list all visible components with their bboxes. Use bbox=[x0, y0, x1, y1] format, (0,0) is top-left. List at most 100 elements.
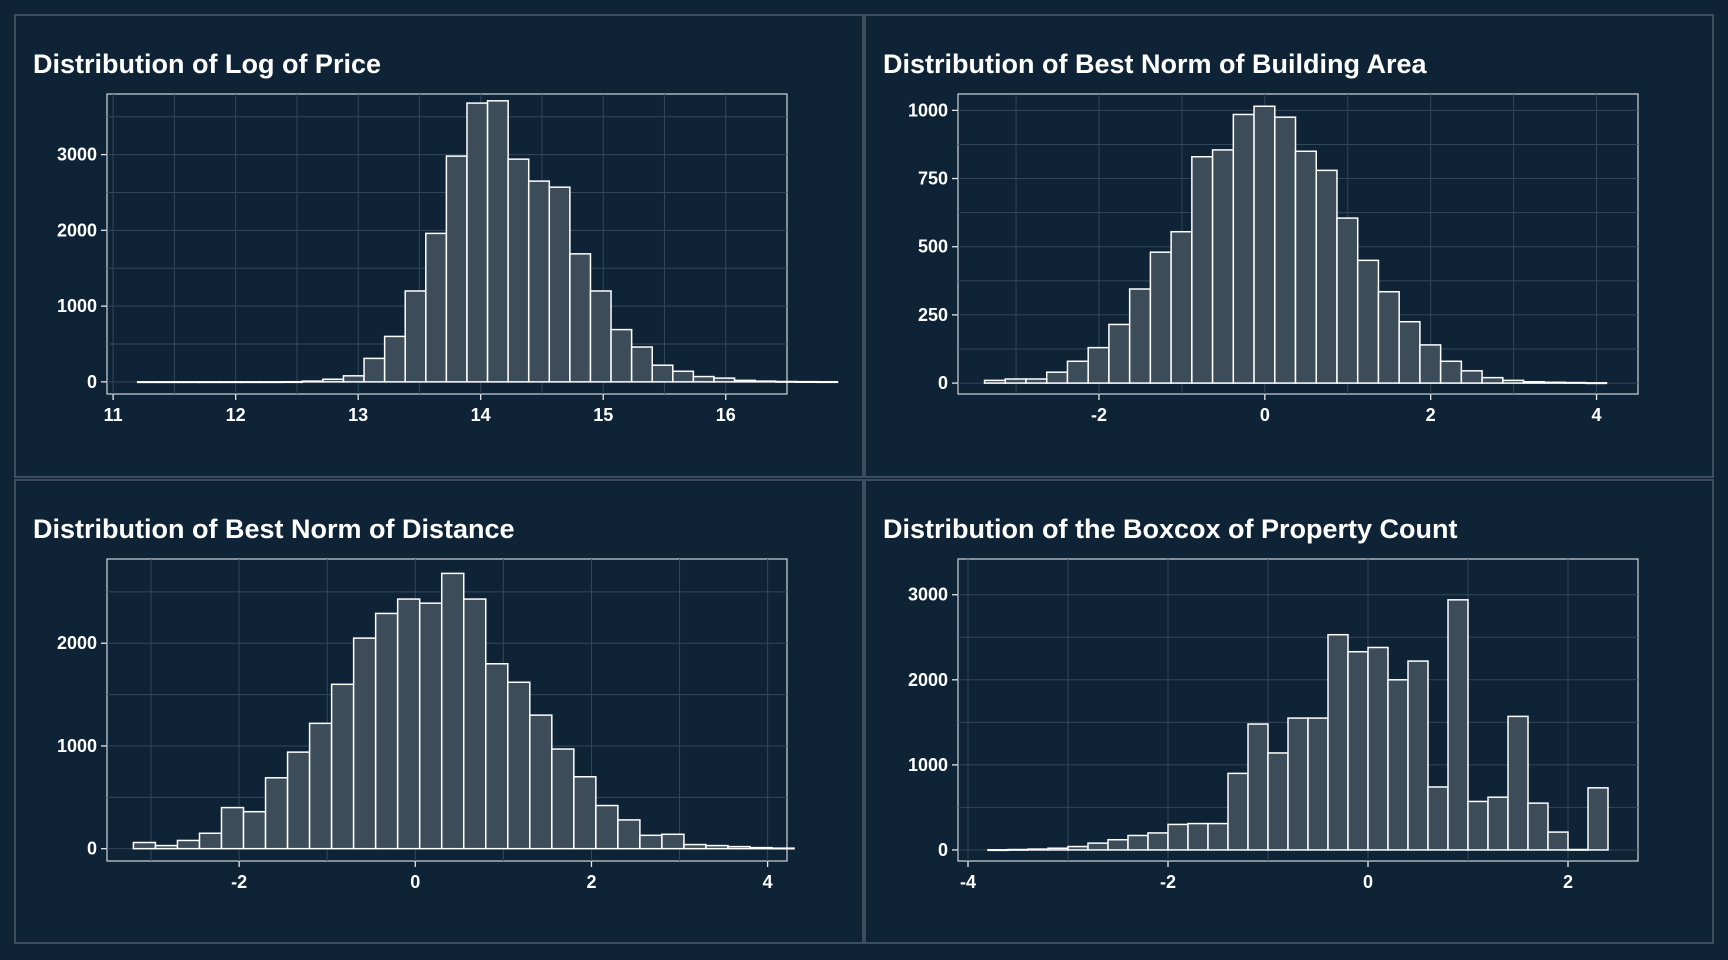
histogram-bar bbox=[527, 180, 551, 383]
histogram-bar bbox=[672, 370, 695, 383]
histogram-bar bbox=[1447, 599, 1469, 851]
histogram-bar bbox=[1004, 378, 1027, 384]
histogram-bars bbox=[136, 100, 839, 384]
histogram-bar bbox=[1187, 822, 1209, 851]
histogram-bar bbox=[749, 846, 773, 850]
histogram-bar bbox=[630, 346, 653, 383]
histogram-bar bbox=[157, 381, 180, 384]
histogram-bar bbox=[1045, 371, 1069, 384]
y-tick-label: 3000 bbox=[908, 585, 948, 605]
x-tick-label: -4 bbox=[960, 872, 976, 892]
histogram-bar bbox=[1066, 360, 1089, 384]
histogram-bar bbox=[1356, 259, 1380, 384]
y-tick-label: 2000 bbox=[908, 670, 948, 690]
histogram-bar bbox=[1067, 845, 1089, 851]
x-tick-label: 2 bbox=[586, 872, 596, 892]
histogram-bar bbox=[1564, 381, 1587, 384]
histogram-bar bbox=[1460, 370, 1483, 384]
histogram-bar bbox=[1274, 116, 1297, 384]
histogram-bar bbox=[486, 100, 509, 383]
histogram-bar bbox=[286, 751, 311, 850]
histogram-bar bbox=[462, 598, 487, 850]
histogram-bar bbox=[1522, 380, 1546, 384]
histogram-bar bbox=[1587, 787, 1609, 851]
panel-border bbox=[14, 479, 864, 944]
x-axis: -2 0 2 4 bbox=[231, 861, 773, 892]
histogram-bar bbox=[363, 357, 386, 383]
histogram-bar bbox=[260, 381, 283, 384]
histogram-bar bbox=[983, 379, 1007, 384]
histogram-bar bbox=[242, 810, 267, 850]
y-tick-label: 2000 bbox=[57, 633, 97, 653]
histogram-bar bbox=[683, 843, 707, 850]
histogram-bar bbox=[1227, 772, 1249, 851]
histogram-bar bbox=[1327, 633, 1349, 851]
histogram-bar bbox=[692, 375, 715, 383]
chart-panel-3: Distribution of Best Norm of Distance 0 10… bbox=[14, 479, 864, 944]
histogram-bar bbox=[440, 572, 465, 850]
y-tick-label: 2000 bbox=[57, 220, 97, 240]
histogram-bar bbox=[771, 847, 795, 850]
histogram-bar bbox=[1547, 831, 1569, 851]
panel-border bbox=[14, 14, 864, 478]
histogram-bars bbox=[132, 572, 795, 850]
histogram-bar bbox=[754, 380, 777, 383]
chart-panel-2: Distribution of Best Norm of Building Ar… bbox=[864, 14, 1714, 478]
histogram-bar bbox=[404, 290, 427, 383]
histogram-bar bbox=[330, 683, 355, 850]
histogram-bar bbox=[1007, 848, 1029, 851]
y-tick-label: 3000 bbox=[57, 145, 97, 165]
histogram-bar bbox=[617, 819, 641, 850]
histogram-bar bbox=[1567, 848, 1589, 851]
histogram-bar bbox=[342, 375, 365, 383]
histogram-bar bbox=[1336, 217, 1359, 384]
histogram-bar bbox=[220, 806, 245, 850]
histogram-bar bbox=[507, 158, 530, 383]
histogram-bar bbox=[1419, 344, 1442, 384]
histogram-bar bbox=[352, 637, 377, 850]
histogram-bar bbox=[219, 381, 242, 384]
histogram-bar bbox=[1025, 378, 1048, 384]
histogram-bars bbox=[983, 105, 1608, 385]
x-tick-label: -2 bbox=[1160, 872, 1176, 892]
histogram-bar bbox=[1147, 832, 1169, 851]
histogram-bar bbox=[551, 748, 575, 850]
histogram-bar bbox=[639, 834, 663, 850]
histogram-bar bbox=[727, 845, 751, 850]
histogram-bar bbox=[280, 380, 304, 384]
y-tick-label: 750 bbox=[918, 169, 948, 189]
histogram-bar bbox=[1481, 376, 1504, 384]
histogram-bar bbox=[1427, 786, 1449, 851]
histogram-bar bbox=[1211, 149, 1235, 384]
histogram-bar bbox=[308, 722, 333, 850]
histogram-bar bbox=[466, 102, 489, 383]
y-axis: 0 250 500 750 1000 bbox=[908, 100, 958, 393]
histogram-bar bbox=[1128, 288, 1152, 384]
histogram-bar bbox=[264, 777, 289, 850]
histogram-bar bbox=[1107, 838, 1129, 851]
histogram-bar bbox=[651, 364, 674, 383]
y-tick-label: 1000 bbox=[908, 755, 948, 775]
histogram-bar bbox=[529, 714, 553, 850]
chart-title: Distribution of Best Norm of Building Ar… bbox=[883, 49, 1427, 79]
histogram-bar bbox=[1315, 169, 1338, 384]
histogram-bar bbox=[1247, 723, 1269, 851]
x-tick-label: 12 bbox=[226, 405, 246, 425]
histogram-bar bbox=[1439, 360, 1463, 384]
histogram-bar bbox=[1191, 155, 1214, 384]
histogram-bar bbox=[198, 381, 221, 384]
chart-panel-1: Distribution of Log of Price 0 1000 2000 300… bbox=[14, 14, 864, 478]
histogram-bar bbox=[1387, 679, 1409, 851]
y-tick-label: 0 bbox=[938, 840, 948, 860]
histogram-bar bbox=[1543, 381, 1566, 384]
histogram-bar bbox=[1167, 823, 1189, 851]
histogram-bar bbox=[705, 844, 729, 850]
x-tick-label: 13 bbox=[348, 405, 368, 425]
y-tick-label: 0 bbox=[938, 373, 948, 393]
histogram-bar bbox=[425, 232, 448, 383]
histogram-bar bbox=[595, 804, 619, 850]
histogram-bar bbox=[610, 328, 633, 383]
y-tick-label: 0 bbox=[87, 839, 97, 859]
x-tick-label: 4 bbox=[763, 872, 773, 892]
x-tick-label: -2 bbox=[1091, 405, 1107, 425]
